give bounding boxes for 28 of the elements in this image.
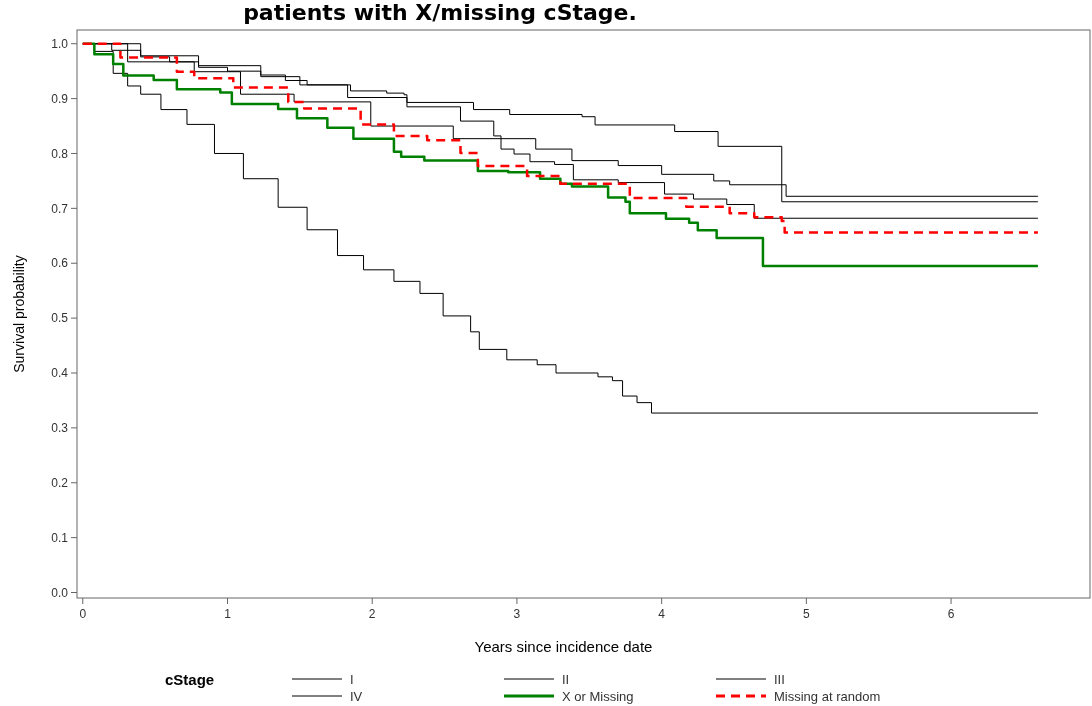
y-tick-label: 0.7 [51,201,69,216]
x-tick-label: 5 [803,607,811,621]
y-tick-label: 0.2 [51,475,69,490]
y-tick-label: 0.1 [51,530,69,545]
legend-title: cStage [165,671,215,688]
y-tick-label: 0.6 [51,256,69,271]
y-tick-label: 0.3 [51,421,69,436]
x-tick-label: 3 [513,607,521,621]
y-tick-label: 0.9 [51,91,69,106]
legend-label: I [350,672,354,687]
x-axis-title: Years since incidence date [474,638,653,655]
x-tick-label: 1 [224,607,232,621]
legend-label: IV [350,689,363,704]
legend-label: X or Missing [562,689,634,704]
legend-label: III [774,672,785,687]
chart-title: patients with X/missing cStage. [243,0,637,25]
x-tick-label: 6 [947,607,955,621]
y-tick-label: 0.8 [51,146,69,161]
legend-label: II [562,672,570,687]
y-tick-label: 0.0 [51,585,69,600]
y-axis-title: Survival probability [11,255,27,373]
x-tick-label: 0 [79,607,87,621]
y-tick-label: 1.0 [51,36,69,51]
y-tick-label: 0.5 [51,311,69,326]
x-tick-label: 2 [368,607,376,621]
y-tick-label: 0.4 [51,366,69,381]
x-tick-label: 4 [658,607,666,621]
legend-label: Missing at random [774,689,881,704]
